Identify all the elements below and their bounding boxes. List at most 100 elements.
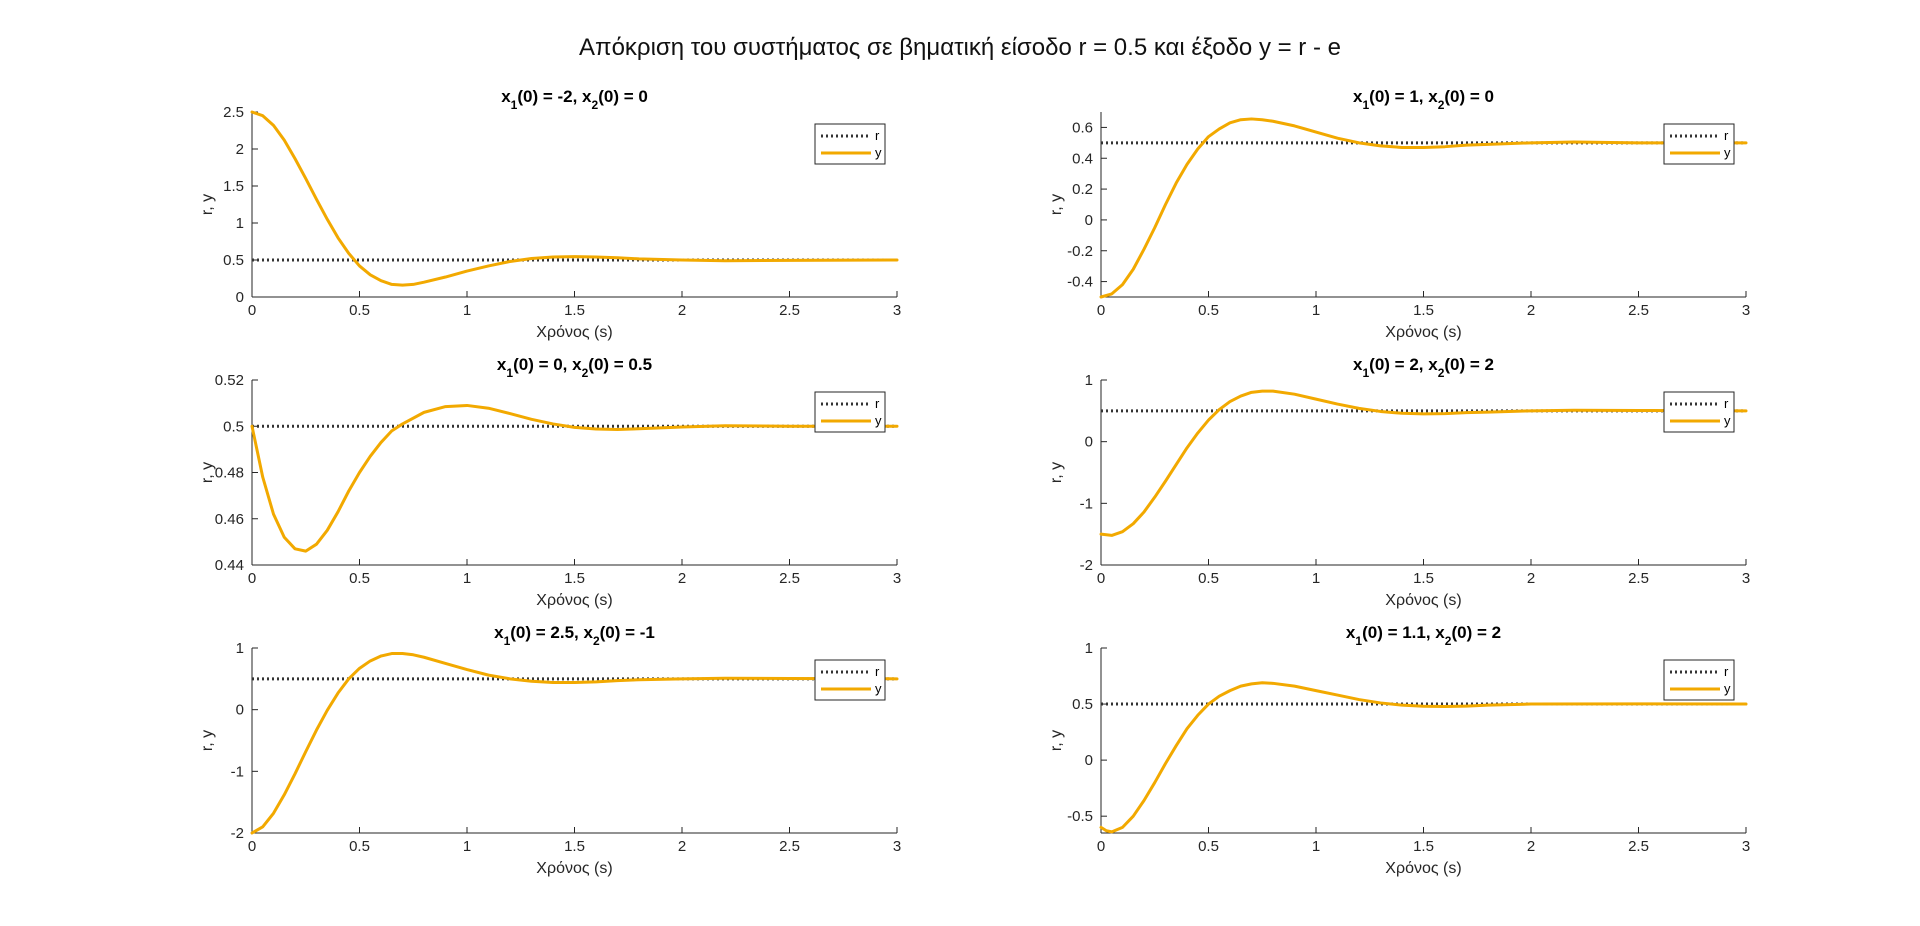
x-tick-label: 3 xyxy=(1742,838,1750,855)
x-tick-label: 0 xyxy=(1097,302,1105,319)
series-y-line xyxy=(250,110,899,287)
y-tick-label: 2.5 xyxy=(223,104,244,121)
legend-y-label: y xyxy=(875,145,882,160)
y-axis-label: r, y xyxy=(199,194,216,215)
x-tick-label: 0 xyxy=(1097,838,1105,855)
subplot-title: x1(0) = 0, x2(0) = 0.5 xyxy=(497,355,652,380)
x-tick-label: 2 xyxy=(1527,302,1535,319)
x-tick-label: 2 xyxy=(678,570,686,587)
y-tick-label: 0.5 xyxy=(1072,696,1093,713)
series-y-line xyxy=(1099,681,1748,834)
y-axis-label: r, y xyxy=(1048,462,1065,483)
subplot-title: x1(0) = 1, x2(0) = 0 xyxy=(1353,87,1494,112)
x-axis-label: Χρόνος (s) xyxy=(536,324,612,341)
legend: ry xyxy=(1663,123,1735,165)
subplot-4: x1(0) = 2, x2(0) = 2 0 0.5 1 1.5 2 2.5 3 -2 -1 0 1 Χ… xyxy=(1048,355,1750,609)
subplot-3: x1(0) = 0, x2(0) = 0.5 0 0.5 1 1.5 2 2.5 3 0.44 0… xyxy=(199,355,901,609)
y-tick-label: 1 xyxy=(236,640,244,657)
legend: ry xyxy=(814,123,886,165)
y-tick-label: 0 xyxy=(1085,752,1093,769)
legend-box xyxy=(814,123,886,165)
x-tick-label: 2.5 xyxy=(779,302,800,319)
subplot-5: x1(0) = 2.5, x2(0) = -1 0 0.5 1 1.5 2 2.5 3 -2 -1… xyxy=(199,623,901,877)
figure-title: Απόκριση του συστήματος σε βηματική είσο… xyxy=(579,34,1341,61)
x-tick-label: 1 xyxy=(463,302,471,319)
x-axis-label: Χρόνος (s) xyxy=(1385,860,1461,877)
x-tick-label: 1.5 xyxy=(1413,838,1434,855)
series-y-line xyxy=(250,403,899,553)
x-tick-label: 2 xyxy=(1527,838,1535,855)
legend-box xyxy=(1663,659,1735,701)
legend-r-label: r xyxy=(1724,396,1729,411)
x-axis-label: Χρόνος (s) xyxy=(1385,592,1461,609)
x-tick-label: 0.5 xyxy=(1198,570,1219,587)
legend-y-label: y xyxy=(1724,681,1731,696)
legend-r-label: r xyxy=(875,396,880,411)
x-tick-label: 3 xyxy=(893,570,901,587)
legend-r-label: r xyxy=(1724,128,1729,143)
legend-y-label: y xyxy=(875,413,882,428)
x-tick-label: 2 xyxy=(1527,570,1535,587)
legend-y-label: y xyxy=(1724,145,1731,160)
subplot-title: x1(0) = 1.1, x2(0) = 2 xyxy=(1346,623,1501,648)
x-tick-label: 3 xyxy=(1742,302,1750,319)
x-tick-label: 1.5 xyxy=(564,570,585,587)
x-tick-label: 1 xyxy=(1312,838,1320,855)
x-tick-label: 1.5 xyxy=(564,302,585,319)
y-tick-label: 1 xyxy=(236,215,244,232)
x-tick-label: 2.5 xyxy=(1628,570,1649,587)
x-tick-label: 3 xyxy=(1742,570,1750,587)
x-tick-label: 1 xyxy=(1312,302,1320,319)
y-tick-label: 0 xyxy=(1085,434,1093,451)
legend: ry xyxy=(814,391,886,433)
subplot-2: x1(0) = 1, x2(0) = 0 0 0.5 1 1.5 2 2.5 3 -0.4 -0.… xyxy=(1048,87,1750,341)
legend-y-label: y xyxy=(875,681,882,696)
y-tick-label: 0.2 xyxy=(1072,181,1093,198)
x-tick-label: 0.5 xyxy=(1198,302,1219,319)
y-tick-label: 0.6 xyxy=(1072,119,1093,136)
series-y-line xyxy=(250,652,899,835)
x-tick-label: 3 xyxy=(893,838,901,855)
legend-box xyxy=(1663,391,1735,433)
y-axis-label: r, y xyxy=(1048,194,1065,215)
subplot-title: x1(0) = 2, x2(0) = 2 xyxy=(1353,355,1494,380)
x-tick-label: 0 xyxy=(1097,570,1105,587)
y-tick-label: 1 xyxy=(1085,640,1093,657)
legend-y-label: y xyxy=(1724,413,1731,428)
y-tick-label: 0.52 xyxy=(215,372,244,389)
y-axis-label: r, y xyxy=(1048,730,1065,751)
y-tick-label: 0 xyxy=(236,702,244,719)
x-tick-label: 1 xyxy=(463,570,471,587)
subplot-title: x1(0) = -2, x2(0) = 0 xyxy=(501,87,648,112)
subplot-title: x1(0) = 2.5, x2(0) = -1 xyxy=(494,623,655,648)
series-y-line xyxy=(1099,117,1748,299)
x-axis-label: Χρόνος (s) xyxy=(1385,324,1461,341)
x-tick-label: 1.5 xyxy=(564,838,585,855)
y-tick-label: -0.4 xyxy=(1067,274,1093,291)
x-tick-label: 1.5 xyxy=(1413,302,1434,319)
y-tick-label: -1 xyxy=(231,763,244,780)
y-tick-label: 2 xyxy=(236,141,244,158)
y-tick-label: -2 xyxy=(1080,557,1093,574)
x-tick-label: 0.5 xyxy=(349,302,370,319)
x-tick-label: 1.5 xyxy=(1413,570,1434,587)
x-tick-label: 0.5 xyxy=(349,838,370,855)
series-y-line xyxy=(1099,389,1748,537)
y-tick-label: 0 xyxy=(1085,212,1093,229)
x-tick-label: 0 xyxy=(248,302,256,319)
y-tick-label: 1.5 xyxy=(223,178,244,195)
x-tick-label: 2.5 xyxy=(1628,838,1649,855)
subplot-6: x1(0) = 1.1, x2(0) = 20 0.5 1 1.5 2 2.5 3-0.50… xyxy=(1048,623,1750,877)
subplots: x1(0) = -2, x2(0) = 0 0 0.5 1 1.5 2 2.5 3 0 0.5 1 1… xyxy=(199,87,1750,877)
legend-box xyxy=(814,391,886,433)
y-tick-label: -0.5 xyxy=(1067,808,1093,825)
y-tick-label: 0.5 xyxy=(223,418,244,435)
subplot-1: x1(0) = -2, x2(0) = 0 0 0.5 1 1.5 2 2.5 3 0 0.5 1 1… xyxy=(199,87,901,341)
y-tick-label: 0.5 xyxy=(223,252,244,269)
legend: ry xyxy=(1663,659,1735,701)
legend: ry xyxy=(814,659,886,701)
y-tick-label: 0.4 xyxy=(1072,150,1093,167)
legend-box xyxy=(1663,123,1735,165)
